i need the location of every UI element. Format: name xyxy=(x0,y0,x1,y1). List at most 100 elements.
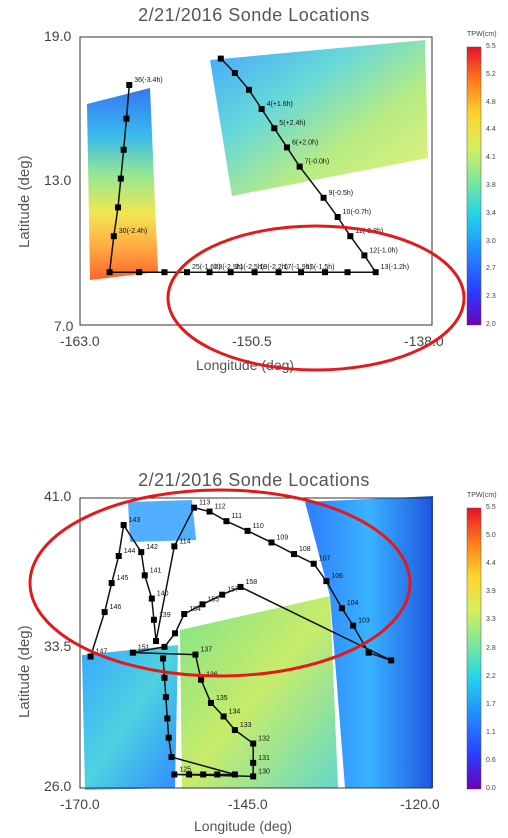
sonde-marker xyxy=(160,655,167,662)
sonde-marker xyxy=(361,252,368,259)
sonde-track xyxy=(87,504,395,780)
sonde-label: 12(-1.0h) xyxy=(369,247,397,254)
sonde-marker xyxy=(323,578,330,585)
sonde-marker xyxy=(199,601,206,608)
sonde-label: 106 xyxy=(331,573,343,580)
y-tick-label: 7.0 xyxy=(54,318,74,334)
sonde-marker xyxy=(291,551,298,558)
sonde-marker xyxy=(344,269,351,276)
sonde-label: 10(-0.7h) xyxy=(343,209,371,216)
sonde-marker xyxy=(372,269,379,276)
sonde-label: 113 xyxy=(199,500,210,507)
sonde-label: 132 xyxy=(258,736,270,743)
colorbar-tick-label: 0.6 xyxy=(486,756,496,764)
sonde-label: 151 xyxy=(138,645,150,652)
sonde-label: 157 xyxy=(227,587,239,594)
sonde-marker xyxy=(214,771,221,778)
sonde-label: 146 xyxy=(110,604,122,611)
colorbar-tick-label: 1.1 xyxy=(486,728,496,736)
sonde-label: 147 xyxy=(96,649,108,656)
y-tick-label: 13.0 xyxy=(44,172,72,188)
tpw-field-west xyxy=(87,88,158,280)
sonde-marker xyxy=(186,771,193,778)
sonde-label: 13(-1.2h) xyxy=(381,264,409,271)
sonde-label: 137 xyxy=(200,647,212,654)
sonde-label: 140 xyxy=(157,591,169,598)
sonde-marker xyxy=(110,233,117,240)
highlight-ellipse xyxy=(166,224,466,372)
sonde-marker xyxy=(231,727,238,733)
sonde-label: 19(-2.2h) xyxy=(260,264,288,271)
colorbar-tick-label: 4.4 xyxy=(486,126,496,134)
sonde-marker xyxy=(217,55,224,62)
plot-frame xyxy=(79,497,433,789)
colorbar-tick-label: 2.3 xyxy=(486,293,496,301)
sonde-label: 154 xyxy=(189,606,201,613)
sonde-marker xyxy=(200,771,207,778)
sonde-marker xyxy=(251,269,258,276)
sonde-label: 30(-2.4h) xyxy=(119,228,147,235)
sonde-marker xyxy=(338,605,345,612)
y-tick-label: 41.0 xyxy=(44,488,72,504)
x-tick-label: -138.0 xyxy=(404,333,444,349)
sonde-marker xyxy=(164,715,171,722)
sonde-marker xyxy=(231,70,238,76)
sonde-marker xyxy=(106,269,113,276)
sonde-label: 110 xyxy=(253,523,264,530)
sonde-marker xyxy=(298,269,305,276)
sonde-marker xyxy=(141,572,148,579)
sonde-label: 141 xyxy=(150,567,162,574)
sonde-track xyxy=(106,55,379,276)
sonde-label: 104 xyxy=(347,600,359,607)
sonde-marker xyxy=(138,549,145,556)
sonde-label: 23(-2.9h) xyxy=(215,264,243,271)
colorbar-tick-label: 2.8 xyxy=(486,644,496,652)
sonde-marker xyxy=(219,591,226,598)
sonde-marker xyxy=(283,144,290,151)
colorbar-tick-label: 3.9 xyxy=(486,588,496,596)
sonde-marker xyxy=(162,694,169,701)
x-tick-label: -163.0 xyxy=(60,333,100,349)
colorbar-tick-label: 3.0 xyxy=(486,237,496,245)
sonde-marker xyxy=(129,649,136,656)
sonde-marker xyxy=(181,611,188,617)
sonde-label: 36(-3.4h) xyxy=(134,77,162,84)
sonde-marker xyxy=(87,653,94,660)
sonde-marker xyxy=(271,125,278,132)
sonde-label: 125 xyxy=(179,766,191,773)
sonde-marker xyxy=(245,86,252,93)
colorbar-tick-label: 3.4 xyxy=(486,209,496,217)
sonde-marker xyxy=(350,622,357,629)
sonde-marker xyxy=(207,699,214,706)
x-tick-label: -120.0 xyxy=(400,796,440,812)
plot-area: 36(-3.4h) 30(-2.4h) 25(-1.6h)23(-2.9h)21(-… xyxy=(79,36,482,372)
plot-frame xyxy=(79,36,433,326)
sonde-marker xyxy=(108,580,115,587)
x-tick-label: -145.0 xyxy=(228,796,268,812)
sonde-label: 9(-0.5h) xyxy=(329,190,354,197)
sonde-label: 17(-1.9h) xyxy=(284,264,312,271)
colorbar-title: TPW(cm) xyxy=(467,492,497,499)
sonde-label: 145 xyxy=(117,575,129,582)
sonde-label: 15(-1.5h) xyxy=(306,264,334,271)
sonde-label: 4(+1.6h) xyxy=(267,101,293,108)
sonde-marker xyxy=(161,269,168,276)
sonde-label: 112 xyxy=(215,504,226,511)
colorbar-tick-label: 5.2 xyxy=(486,70,496,78)
sonde-marker xyxy=(388,657,395,664)
sonde-marker xyxy=(153,638,160,645)
sonde-label: 6(+2.0h) xyxy=(292,139,318,146)
colorbar-tick-label: 3.8 xyxy=(486,182,496,189)
sonde-marker xyxy=(250,740,257,747)
colorbar-tick-label: 2.7 xyxy=(486,265,496,273)
sonde-label: 21(-2.5h) xyxy=(236,264,264,271)
sonde-marker xyxy=(148,595,155,602)
colorbar-title: TPW(cm) xyxy=(467,31,497,38)
colorbar-tick-label: 5.5 xyxy=(486,43,496,50)
sonde-marker xyxy=(220,713,227,720)
sonde-marker xyxy=(192,651,199,658)
sonde-marker xyxy=(115,553,122,559)
colorbar-tick-label: 3.3 xyxy=(486,616,496,624)
sonde-marker xyxy=(126,82,133,88)
sonde-labels: 147 146 145 144 143 142 141 140 139 114 113 112 111 1… xyxy=(96,500,370,776)
